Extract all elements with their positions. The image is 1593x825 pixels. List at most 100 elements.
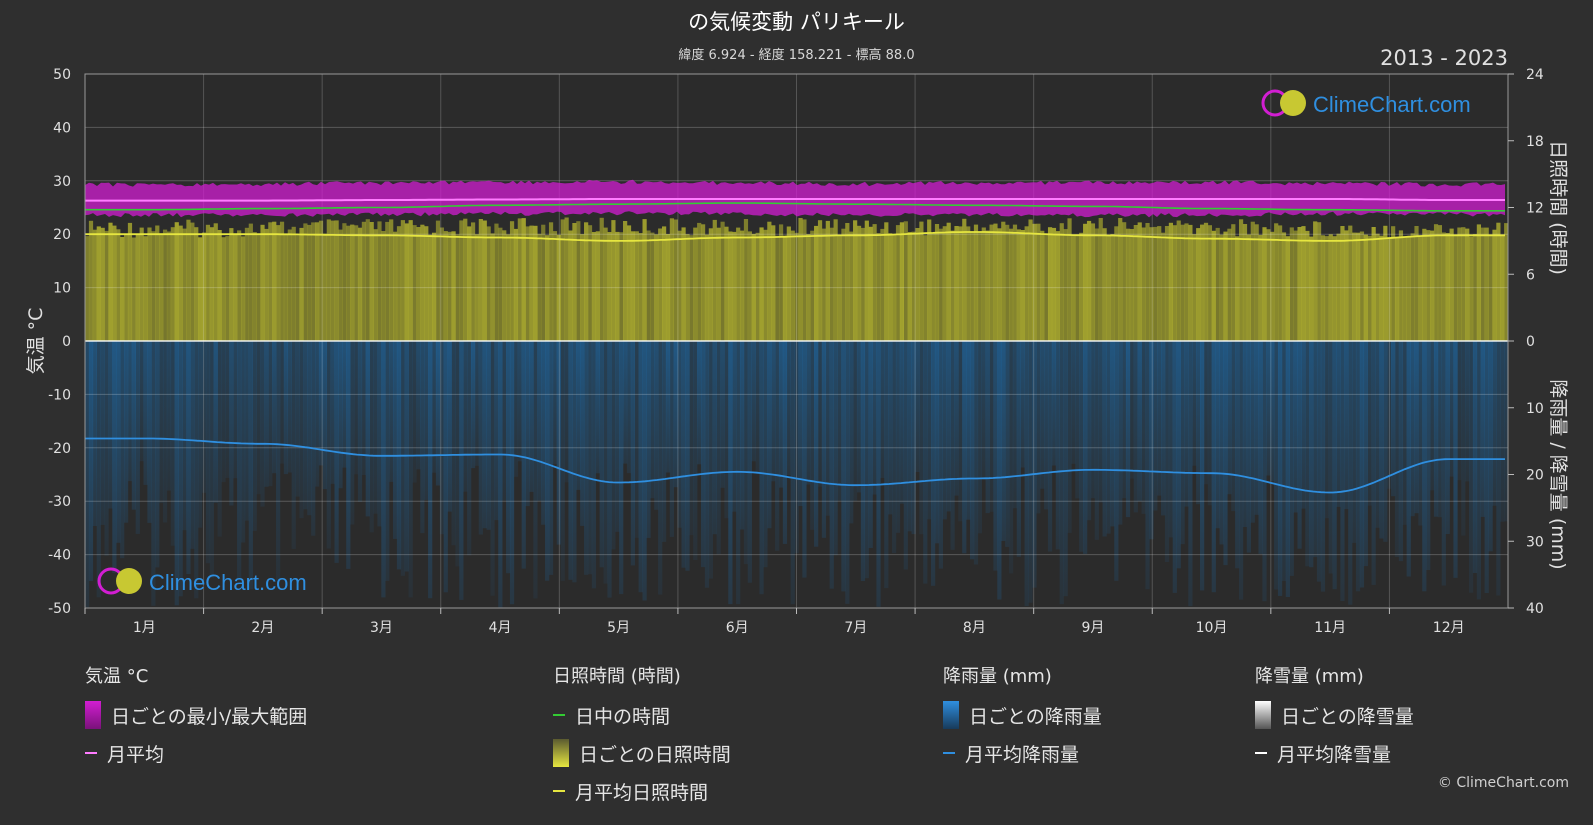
sunshine-daily-bar (1414, 226, 1419, 341)
rain-daily-bar (1098, 341, 1103, 503)
rain-daily-bar (1055, 341, 1060, 550)
sunshine-daily-bar (1359, 231, 1365, 341)
rain-daily-bar (1293, 341, 1298, 513)
x-tick-label: 12月 (1433, 620, 1465, 636)
sunshine-daily-bar (903, 221, 908, 341)
rain-daily-bar (1504, 341, 1509, 522)
sunshine-daily-bar (1238, 219, 1244, 341)
rain-daily-bar (357, 341, 363, 502)
rain-daily-bar (580, 341, 585, 526)
sunshine-daily-bar (747, 231, 752, 341)
sunshine-daily-bar (131, 237, 136, 341)
rain-daily-bar (1067, 341, 1072, 533)
sunshine-daily-bar (396, 226, 402, 341)
rain-daily-bar (817, 341, 823, 487)
rain-daily-bar (934, 341, 940, 544)
rain-daily-bar (856, 341, 862, 493)
sunshine-daily-bar (981, 227, 986, 341)
sunshine-daily-bar (1005, 224, 1010, 341)
sunshine-daily-bar (1324, 236, 1329, 341)
rain-daily-bar (790, 341, 795, 605)
sunshine-daily-bar (1469, 236, 1474, 341)
sunshine-daily-bar (704, 234, 710, 341)
chart-subtitle: 緯度 6.924 - 経度 158.221 - 標高 88.0 (678, 48, 915, 63)
sunshine-daily-bar (1098, 218, 1103, 341)
sunshine-daily-bar (1012, 224, 1018, 341)
sunshine-daily-bar (849, 231, 854, 341)
sunshine-daily-bar (1340, 226, 1345, 341)
rain-daily-bar (966, 341, 971, 520)
sunshine-daily-bar (435, 220, 441, 341)
y-tick-label-temperature: 10 (53, 281, 71, 297)
sunshine-daily-bar (864, 220, 869, 341)
rain-daily-bar (1336, 341, 1341, 507)
sunshine-daily-bar (572, 223, 577, 341)
sunshine-avg-line (85, 231, 1505, 242)
sunshine-daily-bar (272, 221, 277, 341)
sunshine-daily-bar (1114, 226, 1119, 341)
sunshine-daily-bar (311, 222, 316, 341)
rain-daily-bar (1480, 341, 1485, 517)
sunshine-daily-bar (381, 231, 386, 341)
rain-daily-bar (880, 341, 885, 478)
sunshine-daily-bar (147, 227, 152, 341)
y-tick-label-temperature: 20 (53, 227, 71, 243)
rain-daily-bar (931, 341, 936, 586)
rain-daily-bar (619, 341, 624, 595)
snow-daily-swatch (1255, 701, 1271, 729)
rain-daily-bar (587, 341, 593, 575)
rain-daily-bar (630, 341, 636, 566)
rain-daily-bar (611, 341, 616, 550)
sunshine-daily-bar (1110, 234, 1115, 341)
rain-daily-bar (1254, 341, 1259, 515)
sunshine-daily-bar (763, 229, 768, 341)
sunshine-daily-bar (1024, 226, 1029, 341)
rain-daily-bar (431, 341, 437, 473)
rain-daily-bar (1118, 341, 1123, 525)
rain-daily-bar (1153, 341, 1158, 511)
sunshine-daily-bar (969, 232, 975, 341)
rain-daily-bar (322, 341, 328, 490)
rain-daily-bar (1391, 341, 1396, 497)
rain-daily-bar (681, 341, 686, 568)
sunshine-daily-bar (697, 222, 702, 341)
rain-daily-bar (1227, 341, 1232, 495)
sunshine-daily-bar (513, 228, 519, 341)
sunshine-daily-bar (560, 219, 565, 341)
sunshine-daily-bar (899, 222, 905, 341)
sunshine-daily-bar (1285, 236, 1290, 341)
watermark-sun-icon (1280, 90, 1306, 116)
rain-daily-bar (1441, 341, 1446, 586)
sunshine-daily-bar (1426, 230, 1431, 341)
rain-daily-bar (825, 341, 830, 516)
sunshine-daily-bar (299, 227, 304, 341)
rain-daily-bar (545, 341, 550, 581)
sunshine-daily-bar (810, 230, 815, 341)
rain-daily-bar (201, 341, 207, 493)
sunshine-daily-bar (654, 234, 659, 341)
sunshine-daily-bar (1227, 228, 1232, 341)
sunshine-daily-bar (1410, 233, 1415, 341)
rain-daily-bar (373, 341, 378, 514)
rain-daily-bar (853, 341, 858, 502)
sunshine-daily-bar (502, 230, 507, 341)
rain-daily-bar (1406, 341, 1411, 577)
sunshine-daily-bar (1309, 236, 1314, 341)
rain-daily-bar (755, 341, 760, 474)
rain-daily-bar (595, 341, 600, 474)
sunshine-daily-bar (1133, 225, 1138, 341)
sunshine-daily-bar (1496, 222, 1501, 341)
sunshine-daily-bar (1118, 218, 1123, 341)
rain-daily-bar (229, 341, 234, 506)
sunshine-daily-bar (911, 231, 916, 341)
sunshine-daily-bar (213, 223, 218, 341)
legend-header-temperature: 気温 °C (85, 666, 149, 687)
rain-daily-bar (1114, 341, 1119, 581)
rain-daily-bar (1289, 341, 1294, 576)
rain-daily-bar (392, 341, 398, 539)
sunshine-daily-bar (1157, 226, 1162, 341)
rain-daily-bar (548, 341, 554, 575)
rain-daily-bar (1332, 341, 1337, 590)
rain-daily-bar (552, 341, 558, 464)
sunshine-daily-bar (1453, 234, 1458, 341)
